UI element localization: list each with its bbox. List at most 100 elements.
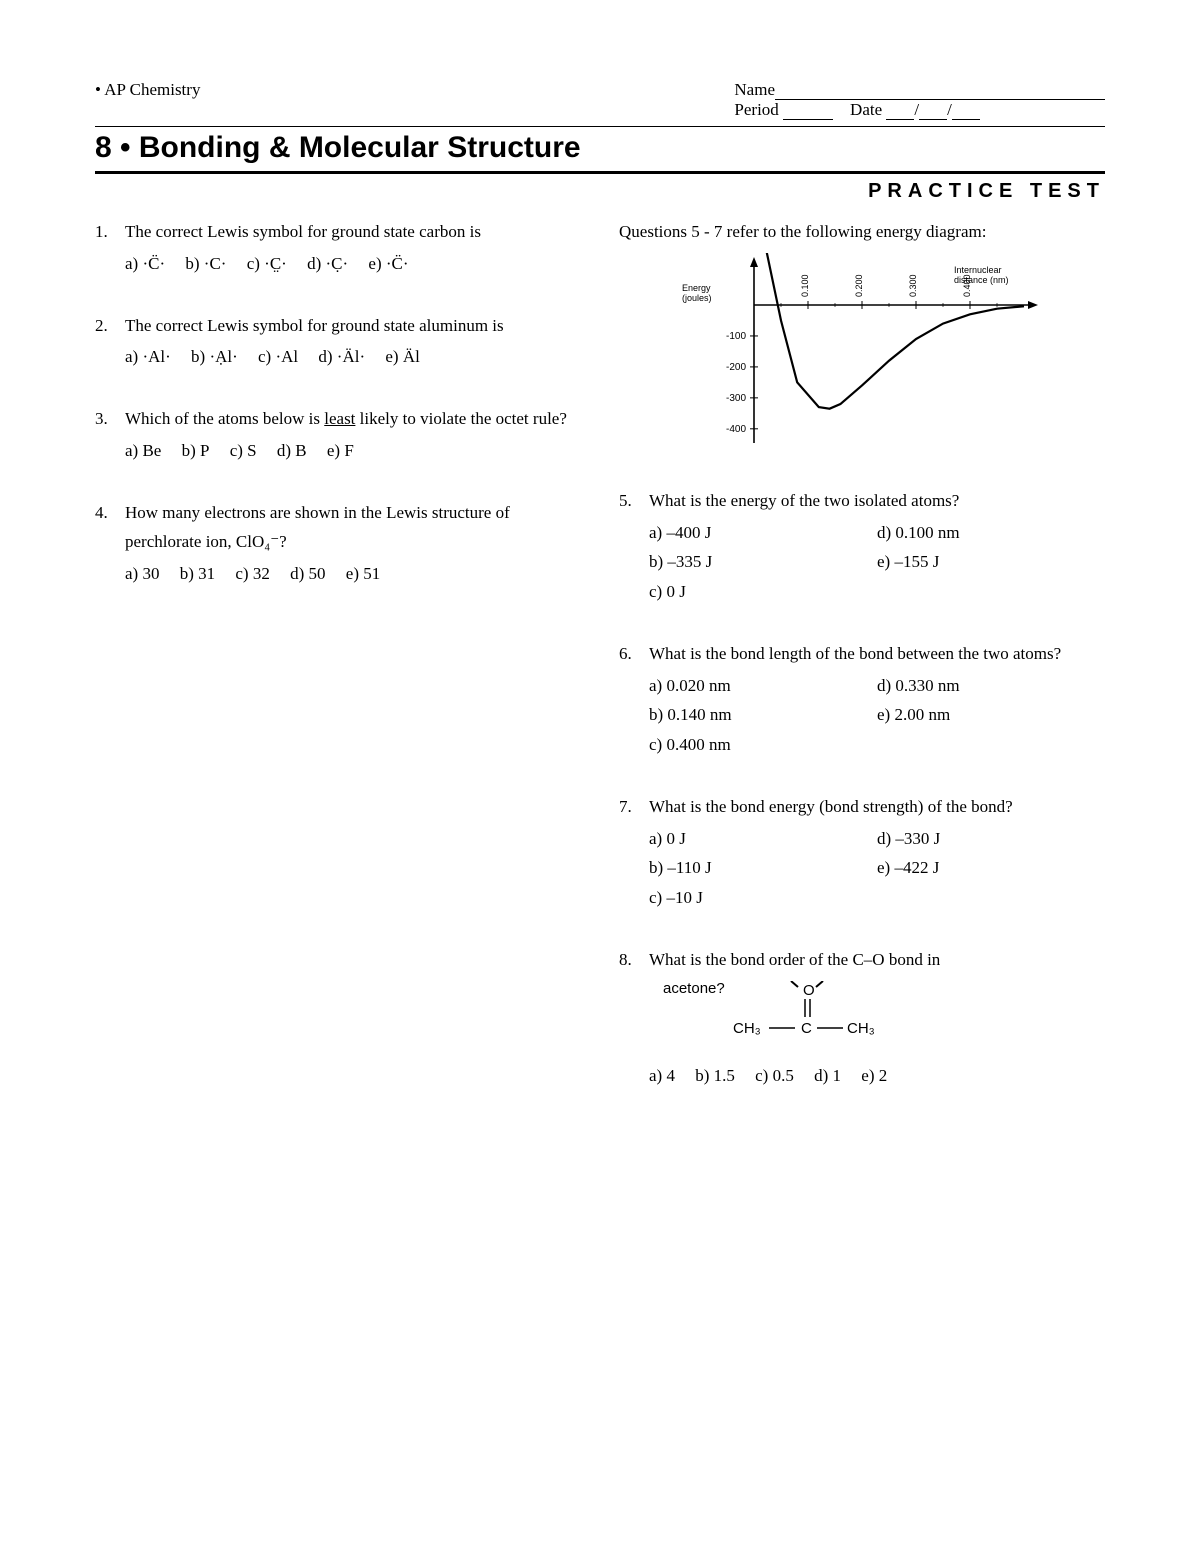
acetone-svg: O CH₃ C CH₃ bbox=[733, 981, 903, 1051]
opt: a) Be bbox=[125, 441, 161, 460]
opt: e) F bbox=[327, 441, 354, 460]
chapter-title: 8 • Bonding & Molecular Structure bbox=[95, 131, 1105, 165]
qnum: 2. bbox=[95, 311, 125, 373]
opt: a) 0 J bbox=[649, 824, 877, 854]
qnum: 4. bbox=[95, 498, 125, 589]
qtext: The correct Lewis symbol for ground stat… bbox=[125, 217, 581, 247]
date-label: Date bbox=[850, 100, 882, 119]
options: a) 0 J b) –110 J c) –10 J d) –330 J e) –… bbox=[649, 824, 1105, 913]
opt: b) –335 J bbox=[649, 547, 877, 577]
name-blank[interactable] bbox=[775, 83, 1105, 100]
svg-text:-400: -400 bbox=[726, 424, 746, 435]
question-6: 6. What is the bond length of the bond b… bbox=[619, 639, 1105, 760]
opt: e) Äl bbox=[385, 342, 419, 372]
opt: a) 30 bbox=[125, 564, 159, 583]
opt: e) –422 J bbox=[877, 853, 1105, 883]
date-blank-3[interactable] bbox=[952, 103, 980, 120]
opt: a) ·C̈· bbox=[125, 249, 165, 279]
qtext: What is the bond length of the bond betw… bbox=[649, 639, 1105, 669]
question-3: 3. Which of the atoms below is least lik… bbox=[95, 404, 581, 466]
options: a) ·C̈· b) ·C· c) ·C̤· d) ·C̣· e) ·C̈· bbox=[125, 249, 581, 279]
qtext: The correct Lewis symbol for ground stat… bbox=[125, 311, 581, 341]
diagram-intro: Questions 5 - 7 refer to the following e… bbox=[619, 217, 1105, 247]
svg-text:CH₃: CH₃ bbox=[847, 1020, 875, 1037]
question-2: 2. The correct Lewis symbol for ground s… bbox=[95, 311, 581, 373]
opt: e) 2 bbox=[861, 1066, 887, 1085]
opt: e) –155 J bbox=[877, 547, 1105, 577]
opt: e) 51 bbox=[346, 564, 380, 583]
qnum: 5. bbox=[619, 486, 649, 607]
qtext: What is the energy of the two isolated a… bbox=[649, 486, 1105, 516]
opt: a) 4 bbox=[649, 1066, 675, 1085]
qnum: 7. bbox=[619, 792, 649, 913]
period-blank[interactable] bbox=[783, 103, 833, 120]
svg-text:Energy: Energy bbox=[682, 283, 711, 293]
question-5: 5. What is the energy of the two isolate… bbox=[619, 486, 1105, 607]
acetone-structure: acetone? O CH₃ C CH₃ bbox=[663, 981, 1105, 1051]
qnum: 8. bbox=[619, 945, 649, 1091]
qnum: 1. bbox=[95, 217, 125, 279]
opt: c) 32 bbox=[235, 564, 269, 583]
opt: d) 50 bbox=[290, 564, 325, 583]
left-column: 1. The correct Lewis symbol for ground s… bbox=[95, 217, 581, 1122]
date-blank-1[interactable] bbox=[886, 103, 914, 120]
opt: a) 0.020 nm bbox=[649, 671, 877, 701]
opt: d) B bbox=[277, 441, 307, 460]
opt: a) ·Al· bbox=[125, 342, 171, 372]
svg-text:0.200: 0.200 bbox=[854, 274, 864, 297]
opt: d) ·C̣· bbox=[307, 249, 348, 279]
svg-text:(joules): (joules) bbox=[682, 293, 712, 303]
period-label: Period bbox=[734, 100, 778, 119]
opt: d) 0.330 nm bbox=[877, 671, 1105, 701]
options: a) 4 b) 1.5 c) 0.5 d) 1 e) 2 bbox=[649, 1061, 1105, 1091]
opt: a) –400 J bbox=[649, 518, 877, 548]
opt: c) –10 J bbox=[649, 883, 877, 913]
opt: b) P bbox=[182, 441, 210, 460]
opt: b) ·C· bbox=[185, 249, 226, 279]
qnum: 3. bbox=[95, 404, 125, 466]
options: a) Be b) P c) S d) B e) F bbox=[125, 436, 581, 466]
header: • AP Chemistry Name Period Date // bbox=[95, 80, 1105, 120]
svg-text:-200: -200 bbox=[726, 362, 746, 373]
title-block: 8 • Bonding & Molecular Structure bbox=[95, 126, 1105, 174]
opt: c) ·Al bbox=[258, 342, 298, 372]
opt: d) 0.100 nm bbox=[877, 518, 1105, 548]
svg-text:CH₃: CH₃ bbox=[733, 1020, 761, 1037]
name-fields: Name Period Date // bbox=[734, 80, 1105, 120]
opt: e) ·C̈· bbox=[368, 249, 408, 279]
options: a) –400 J b) –335 J c) 0 J d) 0.100 nm e… bbox=[649, 518, 1105, 607]
opt: d) –330 J bbox=[877, 824, 1105, 854]
energy-curve-svg: 0.1000.2000.3000.400-100-200-300-400Ener… bbox=[672, 253, 1052, 453]
opt: c) 0 J bbox=[649, 577, 877, 607]
question-1: 1. The correct Lewis symbol for ground s… bbox=[95, 217, 581, 279]
options: a) 30 b) 31 c) 32 d) 50 e) 51 bbox=[125, 559, 581, 589]
right-column: Questions 5 - 7 refer to the following e… bbox=[619, 217, 1105, 1122]
course-label: • AP Chemistry bbox=[95, 80, 200, 120]
opt: c) S bbox=[230, 441, 257, 460]
opt: d) 1 bbox=[814, 1066, 841, 1085]
qnum: 6. bbox=[619, 639, 649, 760]
question-8: 8. What is the bond order of the C–O bon… bbox=[619, 945, 1105, 1091]
date-blank-2[interactable] bbox=[919, 103, 947, 120]
svg-text:0.100: 0.100 bbox=[800, 274, 810, 297]
opt: e) 2.00 nm bbox=[877, 700, 1105, 730]
svg-text:C: C bbox=[801, 1020, 812, 1037]
svg-text:distance (nm): distance (nm) bbox=[954, 275, 1009, 285]
name-label: Name bbox=[734, 80, 775, 99]
opt: c) 0.400 nm bbox=[649, 730, 877, 760]
opt: b) –110 J bbox=[649, 853, 877, 883]
svg-text:Internuclear: Internuclear bbox=[954, 265, 1002, 275]
qtext: Which of the atoms below is least likely… bbox=[125, 404, 581, 434]
qtext: What is the bond energy (bond strength) … bbox=[649, 792, 1105, 822]
question-7: 7. What is the bond energy (bond strengt… bbox=[619, 792, 1105, 913]
qtext: How many electrons are shown in the Lewi… bbox=[125, 498, 581, 558]
content-columns: 1. The correct Lewis symbol for ground s… bbox=[95, 217, 1105, 1122]
qtext: What is the bond order of the C–O bond i… bbox=[649, 945, 1105, 975]
svg-text:-300: -300 bbox=[726, 393, 746, 404]
opt: b) ·Ạl· bbox=[191, 342, 238, 372]
opt: c) 0.5 bbox=[755, 1066, 794, 1085]
opt: b) 1.5 bbox=[695, 1066, 735, 1085]
energy-diagram: 0.1000.2000.3000.400-100-200-300-400Ener… bbox=[619, 253, 1105, 458]
subtitle: PRACTICE TEST bbox=[95, 180, 1105, 203]
svg-text:-100: -100 bbox=[726, 331, 746, 342]
